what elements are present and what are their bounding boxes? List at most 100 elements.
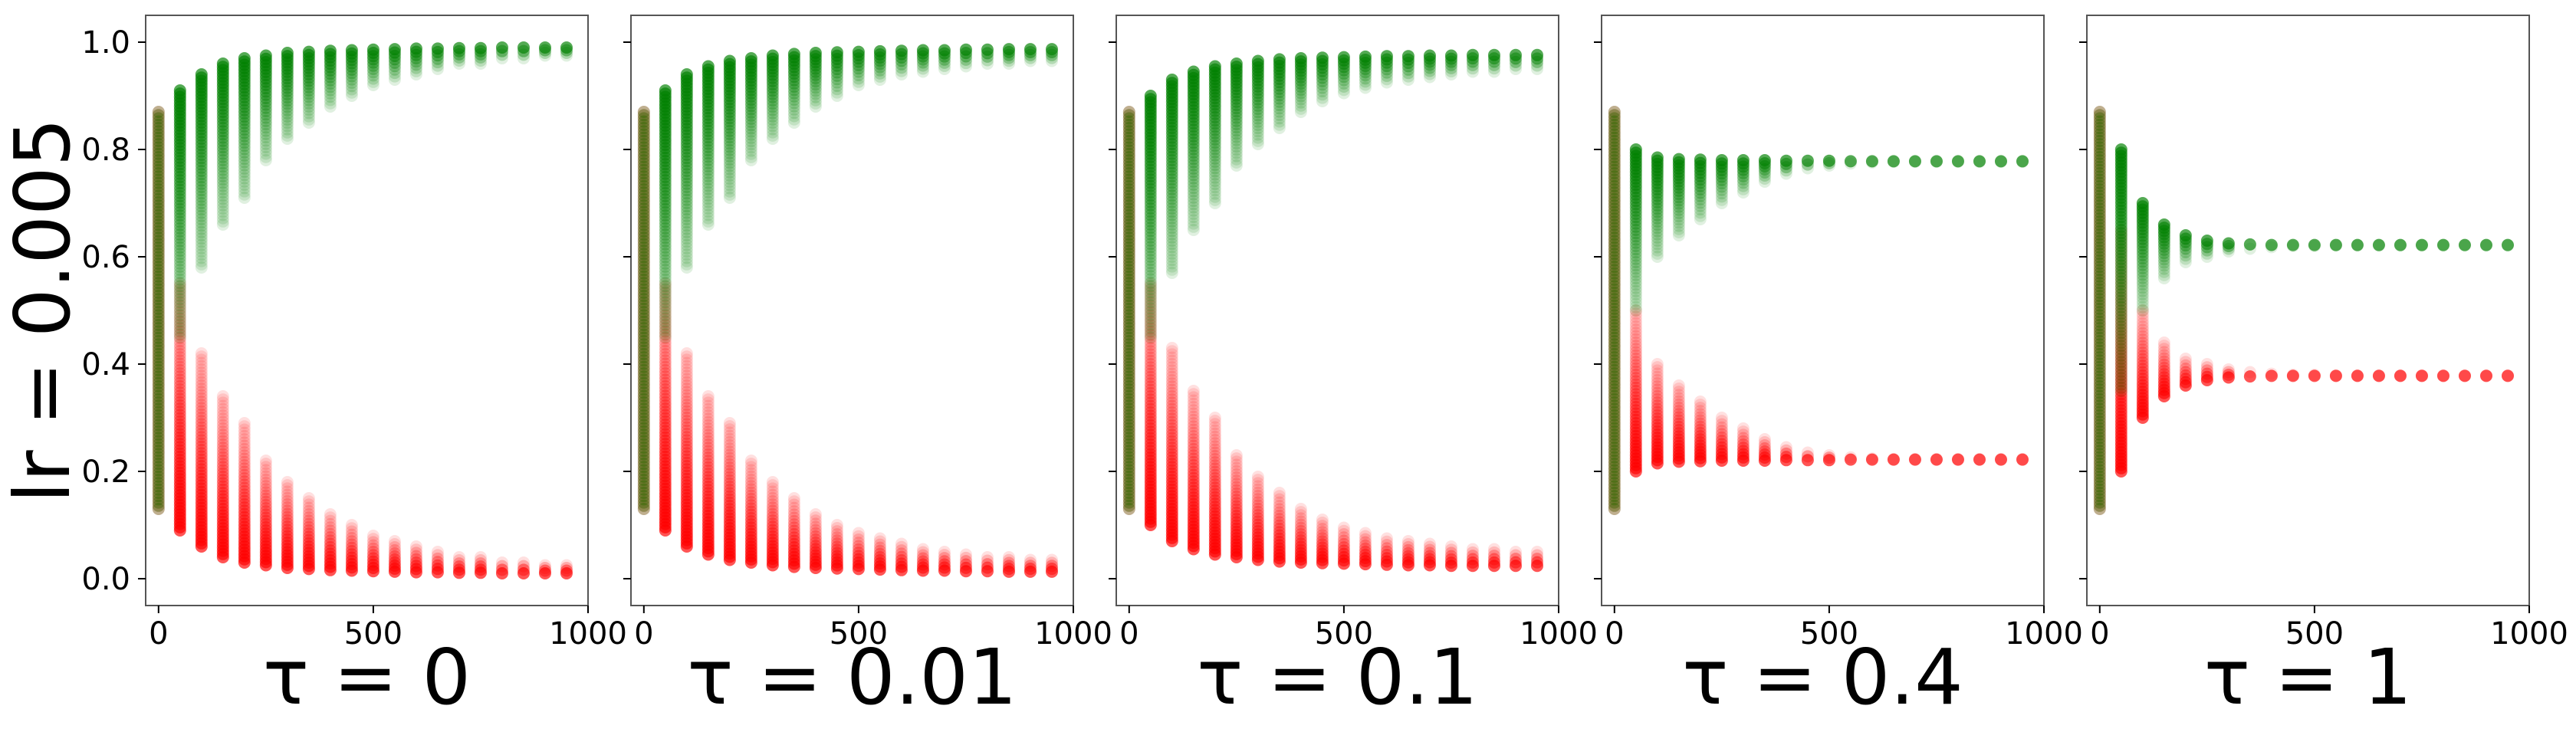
data-point (659, 254, 672, 267)
data-point (1208, 190, 1221, 203)
data-point (1337, 544, 1350, 557)
data-point (238, 455, 251, 468)
data-point (1994, 453, 2007, 466)
data-point (637, 445, 650, 458)
data-point (2114, 291, 2128, 304)
data-point (702, 458, 715, 471)
data-point (216, 115, 229, 128)
data-point (1608, 357, 1621, 370)
data-point (1230, 156, 1243, 169)
data-point (1608, 435, 1621, 448)
data-point (1608, 299, 1621, 312)
data-point (1122, 396, 1135, 409)
data-point (1187, 430, 1200, 442)
data-point (302, 113, 315, 126)
data-point (702, 490, 715, 503)
data-point (1316, 538, 1329, 551)
data-point (1122, 106, 1135, 118)
data-point (2093, 396, 2106, 409)
data-point (173, 155, 186, 167)
data-point (1737, 435, 1750, 448)
data-point (152, 322, 165, 335)
data-point (1122, 331, 1135, 344)
data-point (2415, 238, 2428, 251)
data-point (1608, 312, 1621, 325)
data-point (637, 367, 650, 380)
data-point (259, 537, 272, 550)
data-point (173, 305, 186, 318)
data-point (723, 162, 736, 176)
data-point (766, 476, 779, 488)
data-point (1651, 228, 1664, 241)
data-point (895, 547, 908, 560)
data-point (495, 567, 508, 579)
data-point (1629, 320, 1642, 333)
data-point (1608, 195, 1621, 208)
data-point (680, 412, 693, 424)
data-point (1273, 513, 1286, 526)
data-point (637, 483, 650, 496)
data-point (1230, 513, 1243, 526)
data-point (637, 441, 650, 454)
data-point (680, 129, 693, 142)
data-point (388, 553, 401, 566)
data-point (2114, 307, 2128, 320)
data-point (916, 59, 929, 72)
data-point (637, 396, 650, 409)
data-point (637, 173, 650, 186)
data-point (1844, 453, 1857, 466)
data-point (659, 170, 672, 183)
data-point (1273, 89, 1286, 102)
data-point (1165, 393, 1178, 406)
data-point (1672, 185, 1685, 198)
data-point (1608, 160, 1621, 173)
data-point (1359, 69, 1372, 82)
data-point (152, 257, 165, 270)
data-point (173, 238, 186, 251)
data-point (2114, 327, 2128, 340)
data-point (1672, 439, 1685, 452)
data-point (1629, 420, 1642, 433)
data-point (744, 461, 757, 474)
data-point (830, 528, 843, 541)
data-point (1466, 65, 1479, 78)
data-point (1651, 231, 1664, 244)
data-point (1672, 229, 1685, 241)
data-point (152, 170, 165, 183)
data-point (2093, 245, 2106, 258)
data-point (637, 238, 650, 251)
data-point (1122, 264, 1135, 277)
data-point (1608, 138, 1621, 151)
data-point (302, 514, 315, 527)
data-point (152, 192, 165, 205)
data-point (1715, 445, 1728, 458)
data-point (1122, 186, 1135, 199)
data-point (1629, 310, 1642, 323)
data-point (1165, 435, 1178, 448)
data-point (1144, 331, 1157, 343)
data-point (1672, 436, 1685, 449)
data-point (637, 389, 650, 402)
data-point (152, 328, 165, 341)
data-point (1187, 449, 1200, 462)
data-point (173, 167, 186, 180)
data-point (1608, 202, 1621, 215)
data-point (723, 487, 736, 500)
x-tick-label: 1000 (2490, 616, 2568, 652)
data-point (1779, 444, 1792, 457)
data-point (1608, 251, 1621, 264)
data-point (766, 133, 779, 145)
data-point (1024, 560, 1037, 573)
data-point (637, 467, 650, 480)
data-point (173, 303, 186, 316)
data-point (2016, 452, 2029, 465)
data-point (152, 173, 165, 186)
data-point (1294, 540, 1307, 553)
data-point (659, 454, 672, 466)
data-point (873, 535, 886, 548)
data-point (1629, 143, 1642, 156)
data-point (1230, 146, 1243, 159)
data-point (173, 386, 186, 399)
data-point (1187, 417, 1200, 430)
data-point (1122, 389, 1135, 402)
